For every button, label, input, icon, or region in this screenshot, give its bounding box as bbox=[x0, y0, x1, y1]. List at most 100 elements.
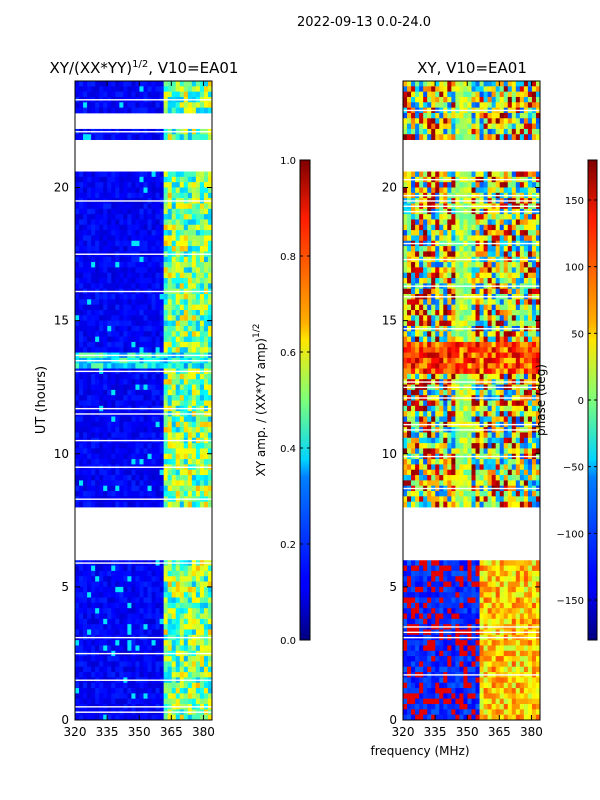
heatmap-cell bbox=[163, 586, 169, 593]
heatmap-cell bbox=[439, 118, 444, 125]
heatmap-cell bbox=[191, 283, 197, 290]
heatmap-cell bbox=[147, 640, 152, 646]
heatmap-cell bbox=[427, 96, 432, 103]
heatmap-cell bbox=[111, 315, 116, 322]
heatmap-cell bbox=[403, 246, 408, 252]
heatmap-cell bbox=[511, 224, 517, 231]
heatmap-cell bbox=[487, 118, 493, 125]
heatmap-cell bbox=[107, 645, 112, 652]
heatmap-cell bbox=[191, 331, 197, 337]
heatmap-cell bbox=[151, 592, 156, 598]
heatmap-cell bbox=[439, 278, 444, 284]
heatmap-cell bbox=[147, 384, 152, 391]
heatmap-cell bbox=[75, 432, 80, 439]
heatmap-cell bbox=[123, 501, 128, 508]
heatmap-cell bbox=[499, 262, 505, 268]
heatmap-cell bbox=[491, 96, 497, 103]
heatmap-cell bbox=[123, 597, 128, 604]
heatmap-cell bbox=[183, 656, 189, 662]
heatmap-cell bbox=[87, 602, 92, 609]
heatmap-cell bbox=[143, 341, 148, 348]
heatmap-cell bbox=[415, 187, 420, 194]
heatmap-cell bbox=[451, 299, 456, 306]
heatmap-cell bbox=[147, 448, 152, 455]
heatmap-cell bbox=[83, 240, 88, 247]
heatmap-cell bbox=[155, 246, 161, 252]
heatmap-cell bbox=[495, 219, 501, 226]
heatmap-cell bbox=[131, 666, 136, 673]
heatmap-cell bbox=[155, 192, 161, 199]
heatmap-cell bbox=[195, 640, 201, 646]
heatmap-cell bbox=[115, 336, 120, 343]
heatmap-cell bbox=[159, 613, 165, 620]
heatmap-cell bbox=[87, 608, 92, 614]
heatmap-cell bbox=[191, 698, 197, 705]
heatmap-cell bbox=[527, 123, 533, 130]
heatmap-cell bbox=[135, 262, 140, 268]
heatmap-cell bbox=[99, 645, 104, 652]
heatmap-cell bbox=[159, 299, 165, 306]
heatmap-cell bbox=[475, 224, 480, 231]
heatmap-cell bbox=[167, 666, 173, 673]
heatmap-cell bbox=[147, 624, 152, 630]
heatmap-cell bbox=[123, 693, 128, 700]
heatmap-cell bbox=[495, 91, 501, 98]
heatmap-cell bbox=[491, 86, 497, 93]
heatmap-cell bbox=[123, 171, 128, 178]
heatmap-cell bbox=[447, 219, 452, 226]
heatmap-cell bbox=[175, 576, 181, 582]
heatmap-cell bbox=[531, 128, 537, 135]
heatmap-cell bbox=[431, 288, 436, 295]
heatmap-cell bbox=[203, 443, 209, 449]
heatmap-cell bbox=[115, 427, 120, 433]
heatmap-cell bbox=[107, 363, 112, 369]
heatmap-cell bbox=[467, 235, 472, 242]
heatmap-cell bbox=[147, 453, 152, 460]
heatmap-cell bbox=[143, 389, 148, 396]
heatmap-cell bbox=[135, 421, 140, 428]
heatmap-cell bbox=[135, 640, 140, 646]
heatmap-cell bbox=[135, 485, 140, 492]
heatmap-cell bbox=[79, 214, 84, 220]
heatmap-cell bbox=[107, 597, 112, 604]
heatmap-cell bbox=[411, 118, 416, 125]
heatmap-cell bbox=[147, 86, 152, 93]
heatmap-cell bbox=[199, 267, 205, 274]
heatmap-cell bbox=[203, 224, 209, 231]
heatmap-cell bbox=[99, 570, 104, 577]
heatmap-cell bbox=[131, 341, 136, 348]
heatmap-cell bbox=[199, 203, 205, 210]
heatmap-cell bbox=[155, 421, 161, 428]
heatmap-cell bbox=[163, 134, 169, 140]
heatmap-cell bbox=[175, 278, 181, 284]
heatmap-cell bbox=[107, 187, 112, 194]
heatmap-cell bbox=[155, 459, 161, 465]
heatmap-cell bbox=[207, 91, 213, 98]
heatmap-cell bbox=[123, 475, 128, 481]
heatmap-cell bbox=[499, 288, 505, 295]
heatmap-cell bbox=[407, 246, 412, 252]
heatmap-cell bbox=[183, 192, 189, 199]
heatmap-cell bbox=[91, 278, 96, 284]
heatmap-cell bbox=[531, 336, 537, 343]
heatmap-cell bbox=[515, 219, 521, 226]
heatmap-cell bbox=[483, 336, 489, 343]
heatmap-cell bbox=[407, 320, 412, 327]
heatmap-cell bbox=[155, 672, 161, 678]
heatmap-cell bbox=[111, 107, 116, 114]
heatmap-cell bbox=[531, 267, 537, 274]
heatmap-cell bbox=[523, 251, 529, 258]
heatmap-cell bbox=[195, 182, 201, 188]
heatmap-cell bbox=[147, 602, 152, 609]
heatmap-cell bbox=[187, 443, 193, 449]
heatmap-cell bbox=[135, 278, 140, 284]
heatmap-cell bbox=[107, 714, 112, 721]
heatmap-cell bbox=[111, 400, 116, 407]
heatmap-cell bbox=[431, 304, 436, 311]
heatmap-cell bbox=[143, 491, 148, 497]
heatmap-cell bbox=[439, 86, 444, 93]
heatmap-cell bbox=[179, 688, 185, 694]
heatmap-cell bbox=[159, 443, 165, 449]
heatmap-cell bbox=[423, 246, 428, 252]
heatmap-cell bbox=[103, 331, 108, 337]
